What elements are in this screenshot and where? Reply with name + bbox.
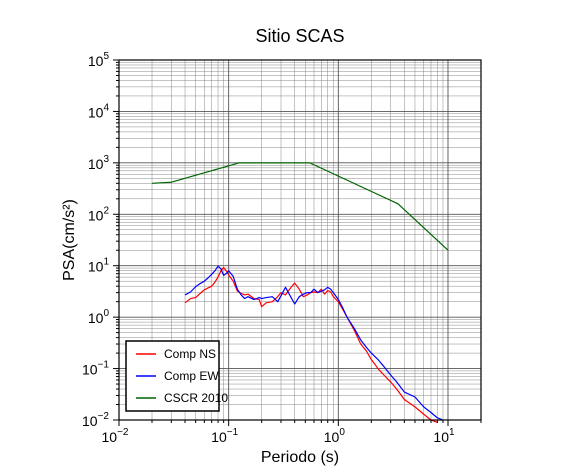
y-tick-label: 10−2	[82, 411, 109, 429]
y-axis-label: PSA(cm/s²)	[61, 199, 78, 281]
legend: Comp NS Comp EW CSCR 2010	[125, 340, 228, 412]
ticks-layer	[113, 59, 482, 426]
y-tick-label: 10−1	[82, 360, 109, 378]
legend-label-comp-ew: Comp EW	[164, 369, 219, 383]
chart-title: Sitio SCAS	[255, 26, 344, 46]
x-axis-label: Periodo (s)	[261, 449, 339, 466]
y-tick-label: 104	[88, 102, 110, 120]
legend-label-comp-ns: Comp NS	[164, 347, 216, 361]
y-tick-label: 105	[88, 51, 110, 69]
x-tick-label: 101	[433, 427, 455, 445]
y-tick-label: 103	[88, 154, 110, 172]
tick-labels: 10−2 10−1 100 101 10−2 10−1 100 101 102 103 104 105	[82, 51, 455, 445]
series-layer	[151, 162, 449, 423]
series-line-cscr-2010	[151, 162, 449, 251]
x-tick-label: 10−2	[102, 427, 129, 445]
series-line-comp-ew	[184, 265, 444, 421]
x-tick-label: 10−1	[211, 427, 238, 445]
y-tick-label: 100	[88, 308, 110, 326]
legend-label-cscr-2010: CSCR 2010	[164, 391, 228, 405]
grid-minor	[119, 60, 482, 420]
plot-frame	[118, 59, 482, 421]
y-tick-label: 101	[88, 257, 110, 275]
y-tick-label: 102	[88, 205, 110, 223]
x-tick-label: 100	[324, 427, 346, 445]
series-line-comp-ns	[184, 266, 438, 423]
